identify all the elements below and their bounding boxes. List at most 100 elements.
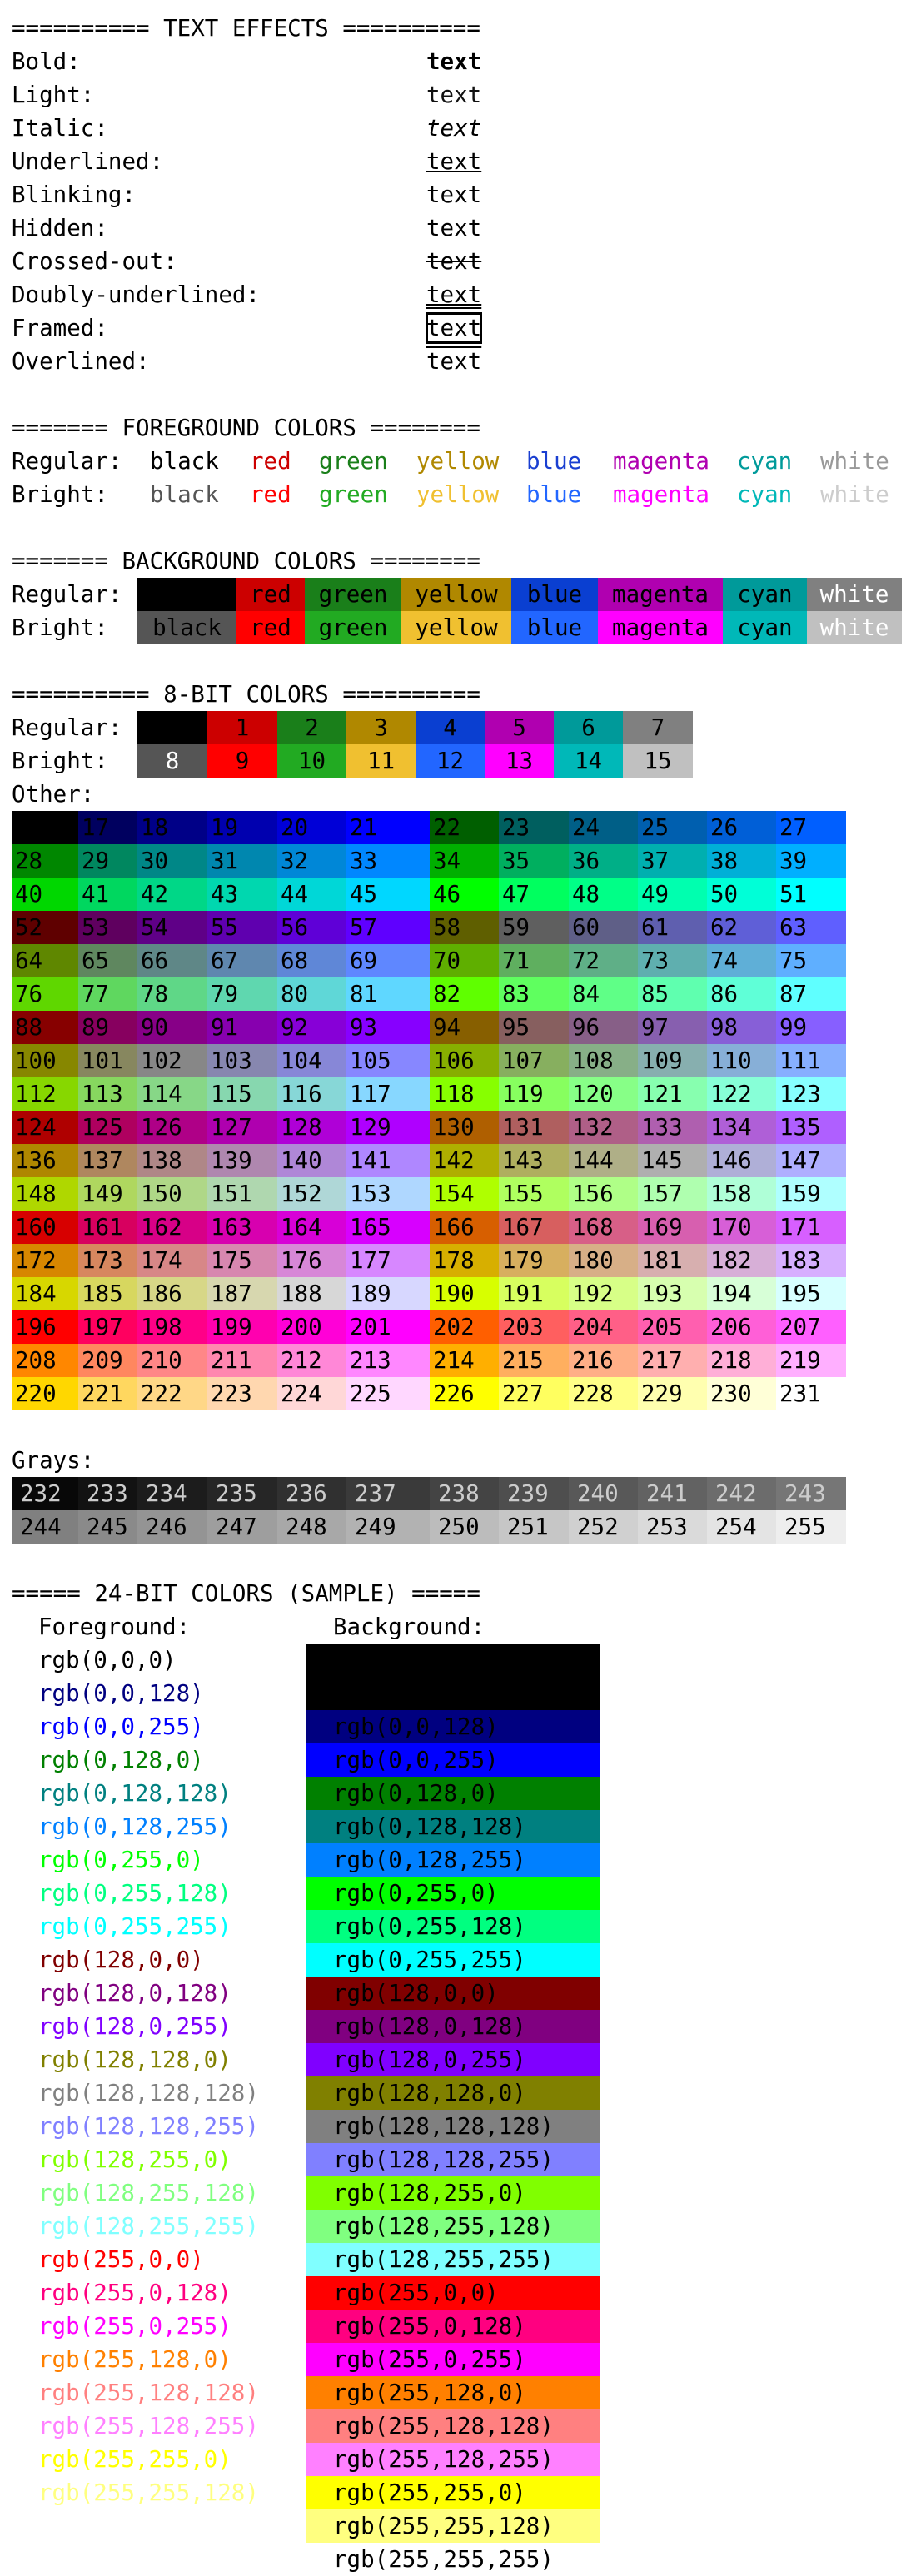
bg24-sample: rgb(255,0,0) [306, 2276, 600, 2310]
color-cell-199: 199 [207, 1310, 277, 1344]
color-cell-15: 15 [623, 744, 693, 778]
effect-label: Framed: [12, 315, 108, 341]
column-label: Foreground: [38, 1614, 191, 1640]
color-cell-85: 85 [638, 977, 707, 1011]
color-cell-71: 71 [499, 944, 569, 977]
fg-color-white: white [820, 448, 889, 475]
color-cell-145: 145 [638, 1144, 707, 1177]
color-cell-8: 8 [137, 744, 207, 778]
color-cell-2: 2 [277, 711, 346, 744]
color-cell-190: 190 [430, 1277, 499, 1310]
color-cell-113: 113 [78, 1077, 137, 1111]
bg24-sample: rgb(0,0,128) [306, 1710, 600, 1743]
effect-label: Bold: [12, 48, 81, 75]
color-cell-33: 33 [346, 844, 430, 878]
fg24-sample: rgb(0,255,128) [38, 1880, 231, 1907]
color-cell-59: 59 [499, 911, 569, 944]
color-cell-144: 144 [569, 1144, 638, 1177]
fg24-sample: rgb(0,255,255) [38, 1913, 231, 1940]
color-cell-102: 102 [137, 1044, 207, 1077]
color-cell-186: 186 [137, 1277, 207, 1310]
color-cell-62: 62 [707, 911, 776, 944]
fg24-sample: rgb(0,128,128) [38, 1780, 231, 1807]
color-cell-55: 55 [207, 911, 277, 944]
color-cell-96: 96 [569, 1011, 638, 1044]
color-cell-117: 117 [346, 1077, 430, 1111]
fg-color-magenta: magenta [613, 481, 709, 508]
color-cell-220: 220 [12, 1377, 78, 1410]
color-cell-157: 157 [638, 1177, 707, 1211]
color-cell-137: 137 [78, 1144, 137, 1177]
bg24-sample: rgb(0,255,0) [306, 1877, 600, 1910]
fg24-sample: rgb(0,0,128) [38, 1680, 204, 1707]
section-header: ========== 8-BIT COLORS ========== [12, 681, 480, 708]
color-cell-63: 63 [776, 911, 846, 944]
color-cell-152: 152 [277, 1177, 346, 1211]
color-cell-38: 38 [707, 844, 776, 878]
color-cell-107: 107 [499, 1044, 569, 1077]
color-cell-218: 218 [707, 1344, 776, 1377]
color-cell-0: 0 [137, 711, 207, 744]
color-cell-21: 21 [346, 811, 430, 844]
fg24-sample: rgb(0,0,255) [38, 1713, 204, 1740]
color-cell-159: 159 [776, 1177, 846, 1211]
color-cell-87: 87 [776, 977, 846, 1011]
row-label: Regular: [12, 581, 122, 608]
row-label: Other: [12, 781, 95, 808]
color-cell-65: 65 [78, 944, 137, 977]
color-cell-122: 122 [707, 1077, 776, 1111]
color-cell-84: 84 [569, 977, 638, 1011]
row-label: Bright: [12, 481, 108, 508]
bg24-sample: rgb(0,0,0) [306, 1677, 600, 1710]
bg-color-black: black [137, 611, 236, 644]
color-cell-23: 23 [499, 811, 569, 844]
color-cell-35: 35 [499, 844, 569, 878]
effect-label: Hidden: [12, 215, 108, 241]
gray-cell-240: 240 [569, 1477, 638, 1510]
color-cell-54: 54 [137, 911, 207, 944]
color-cell-180: 180 [569, 1244, 638, 1277]
color-cell-166: 166 [430, 1211, 499, 1244]
row-label: Regular: [12, 448, 122, 475]
color-cell-224: 224 [277, 1377, 346, 1410]
color-cell-147: 147 [776, 1144, 846, 1177]
fg24-sample: rgb(128,255,128) [38, 2180, 259, 2206]
fg-color-yellow: yellow [416, 481, 500, 508]
color-cell-78: 78 [137, 977, 207, 1011]
color-cell-123: 123 [776, 1077, 846, 1111]
column-label: Background: [333, 1614, 485, 1640]
color-cell-183: 183 [776, 1244, 846, 1277]
color-cell-128: 128 [277, 1111, 346, 1144]
color-cell-149: 149 [78, 1177, 137, 1211]
gray-cell-243: 243 [776, 1477, 846, 1510]
bg24-sample: rgb(0,0,255) [306, 1743, 600, 1777]
fg24-sample: rgb(0,128,0) [38, 1747, 204, 1773]
gray-cell-249: 249 [346, 1510, 430, 1544]
gray-cell-246: 246 [137, 1510, 207, 1544]
color-cell-106: 106 [430, 1044, 499, 1077]
color-cell-10: 10 [277, 744, 346, 778]
color-cell-17: 17 [78, 811, 137, 844]
color-cell-112: 112 [12, 1077, 78, 1111]
color-cell-204: 204 [569, 1310, 638, 1344]
row-label: Bright: [12, 614, 108, 641]
color-cell-175: 175 [207, 1244, 277, 1277]
color-cell-97: 97 [638, 1011, 707, 1044]
section-header: ========== TEXT EFFECTS ========== [12, 15, 480, 42]
fg-color-green: green [319, 481, 388, 508]
fg24-sample: rgb(128,0,128) [38, 1980, 231, 2007]
color-cell-211: 211 [207, 1344, 277, 1377]
color-cell-200: 200 [277, 1310, 346, 1344]
color-cell-36: 36 [569, 844, 638, 878]
color-cell-109: 109 [638, 1044, 707, 1077]
color-cell-197: 197 [78, 1310, 137, 1344]
color-cell-108: 108 [569, 1044, 638, 1077]
color-cell-201: 201 [346, 1310, 430, 1344]
color-cell-222: 222 [137, 1377, 207, 1410]
fg24-sample: rgb(255,128,128) [38, 2380, 259, 2406]
fg24-sample: rgb(255,0,0) [38, 2246, 204, 2273]
color-cell-138: 138 [137, 1144, 207, 1177]
color-cell-118: 118 [430, 1077, 499, 1111]
bg24-sample: rgb(128,128,128) [306, 2110, 600, 2143]
color-cell-77: 77 [78, 977, 137, 1011]
